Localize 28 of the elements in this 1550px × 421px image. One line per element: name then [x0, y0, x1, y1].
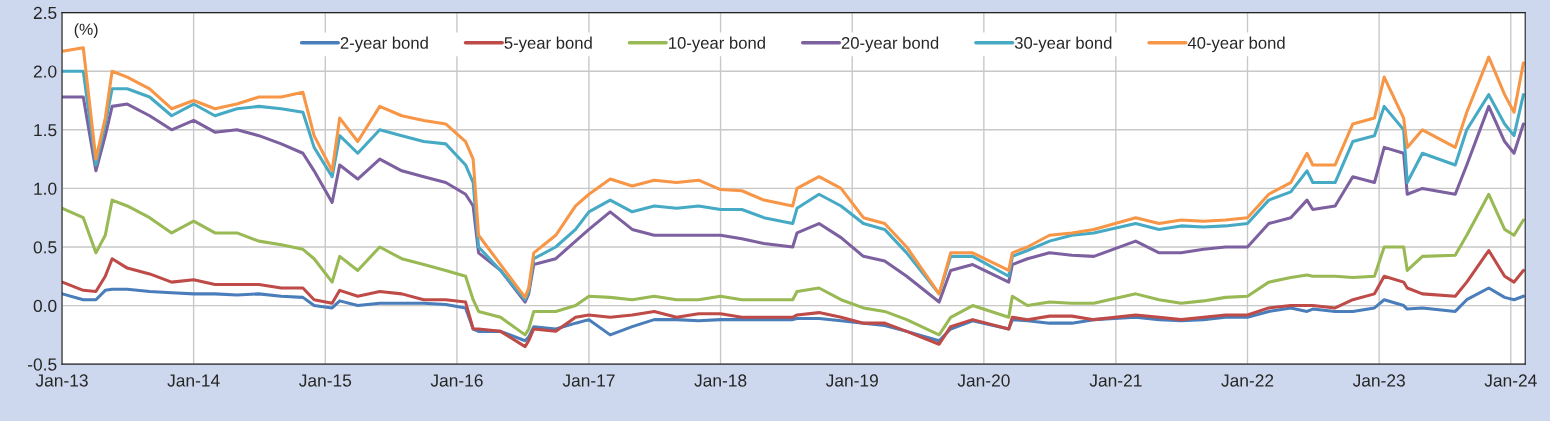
y-axis-title: (%) [74, 23, 98, 39]
legend-label: 2-year bond [340, 36, 428, 53]
x-tick-label: Jan-13 [35, 374, 88, 387]
y-tick-label: 0.0 [33, 299, 57, 313]
line-series [62, 248, 1525, 349]
legend-label: 10-year bond [669, 36, 765, 53]
x-tick-label: Jan-22 [1221, 374, 1274, 387]
y-tick-label: 2.0 [33, 65, 57, 78]
y-tick-label: 1.0 [34, 182, 57, 195]
y-tick-label: -0.5 [28, 358, 57, 371]
legend-label: 20-year bond [841, 36, 939, 53]
legend-label: 40-year bond [1187, 36, 1285, 53]
line-series [62, 192, 1525, 337]
x-tick-label: Jan-24 [1484, 374, 1537, 387]
x-tick-label: Jan-23 [1352, 374, 1405, 387]
y-tick-label: 2.5 [33, 6, 57, 20]
x-tick-label: Jan-20 [957, 374, 1010, 387]
x-tick-label: Jan-21 [1089, 374, 1142, 387]
x-tick-label: Jan-19 [825, 374, 878, 387]
x-tick-label: Jan-18 [694, 374, 747, 387]
x-tick-label: Jan-15 [299, 374, 352, 387]
y-tick-label: 1.5 [34, 124, 57, 137]
x-tick-label: Jan-17 [562, 374, 615, 387]
x-tick-label: Jan-16 [430, 374, 483, 387]
legend-label: 30-year bond [1014, 36, 1112, 53]
legend-label: 5-year bond [504, 36, 592, 53]
x-tick-label: Jan-14 [167, 374, 220, 387]
y-tick-label: 0.5 [33, 241, 57, 254]
